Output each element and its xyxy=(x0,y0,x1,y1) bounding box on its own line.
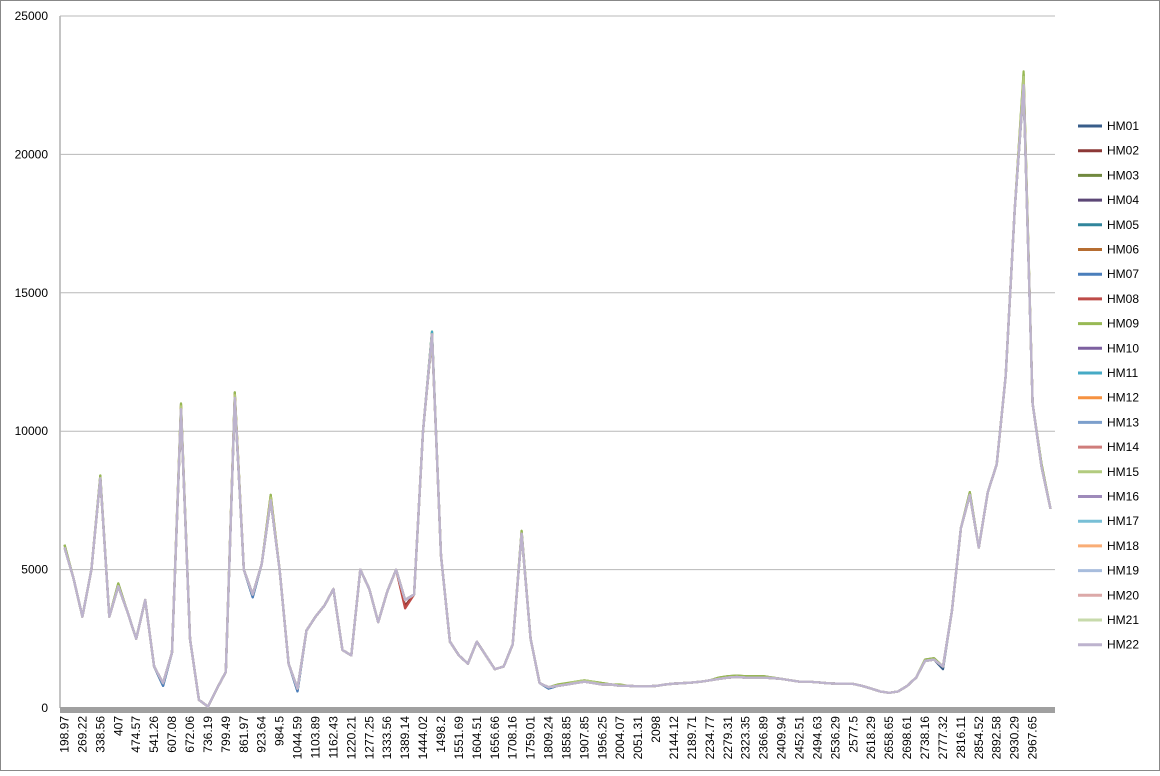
x-tick-label: 984.5 xyxy=(273,716,287,746)
legend-label: HM09 xyxy=(1107,317,1139,331)
legend-label: HM22 xyxy=(1107,638,1139,652)
x-tick-label: 672.06 xyxy=(183,716,197,753)
x-tick-label: 2144.12 xyxy=(667,716,681,760)
legend-label: HM04 xyxy=(1107,193,1139,207)
x-tick-label: 2738.16 xyxy=(918,716,932,760)
y-tick-label: 0 xyxy=(41,701,48,715)
x-tick-label: 861.97 xyxy=(237,716,251,753)
legend-label: HM07 xyxy=(1107,267,1139,281)
series-line xyxy=(63,84,1052,708)
x-tick-label: 2004.07 xyxy=(613,716,627,760)
x-tick-label: 2892.58 xyxy=(990,716,1004,760)
x-tick-label: 2577.5 xyxy=(846,716,860,753)
x-tick-label: 1551.69 xyxy=(452,716,466,760)
x-tick-label: 1858.85 xyxy=(559,716,573,760)
x-tick-label: 1956.25 xyxy=(595,716,609,760)
x-tick-label: 2051.31 xyxy=(631,716,645,760)
y-tick-label: 20000 xyxy=(15,147,49,161)
x-tick-label: 2279.31 xyxy=(721,716,735,760)
legend-label: HM01 xyxy=(1107,119,1139,133)
x-tick-label: 1708.16 xyxy=(506,716,520,760)
legend-label: HM14 xyxy=(1107,440,1139,454)
legend-label: HM20 xyxy=(1107,588,1139,602)
legend-label: HM06 xyxy=(1107,243,1139,257)
x-tick-label: 2409.94 xyxy=(775,716,789,760)
x-tick-label: 1809.24 xyxy=(542,716,556,760)
x-tick-label: 1444.02 xyxy=(416,716,430,760)
y-tick-label: 25000 xyxy=(15,9,49,23)
x-tick-label: 2536.29 xyxy=(828,716,842,760)
legend-label: HM08 xyxy=(1107,292,1139,306)
x-tick-label: 1277.25 xyxy=(362,716,376,760)
x-tick-label: 1103.89 xyxy=(308,716,322,759)
x-tick-label: 2452.51 xyxy=(793,716,807,760)
x-axis-band xyxy=(60,707,1055,713)
legend-label: HM15 xyxy=(1107,465,1139,479)
x-tick-label: 1656.66 xyxy=(488,716,502,760)
legend-label: HM21 xyxy=(1107,613,1139,627)
x-tick-label: 2098 xyxy=(649,716,663,743)
x-tick-label: 2816.11 xyxy=(954,716,968,759)
x-tick-label: 736.19 xyxy=(201,716,215,753)
x-tick-label: 1220.21 xyxy=(344,716,358,760)
y-tick-label: 15000 xyxy=(15,286,49,300)
x-tick-label: 2854.52 xyxy=(972,716,986,760)
legend-label: HM12 xyxy=(1107,391,1139,405)
x-tick-label: 2698.61 xyxy=(900,716,914,760)
x-tick-label: 1498.2 xyxy=(434,716,448,753)
x-tick-label: 2366.89 xyxy=(757,716,771,760)
x-tick-label: 2323.35 xyxy=(739,716,753,760)
x-tick-label: 198.97 xyxy=(57,716,71,753)
legend-label: HM10 xyxy=(1107,341,1139,355)
x-tick-label: 2618.29 xyxy=(864,716,878,760)
x-tick-label: 1604.51 xyxy=(470,716,484,760)
x-tick-label: 1044.59 xyxy=(291,716,305,760)
legend-label: HM11 xyxy=(1107,366,1138,380)
x-tick-label: 2189.71 xyxy=(685,716,699,760)
x-tick-label: 1162.43 xyxy=(326,716,340,759)
x-tick-label: 2967.65 xyxy=(1026,716,1040,760)
x-tick-label: 2658.65 xyxy=(882,716,896,760)
x-tick-label: 338.56 xyxy=(93,716,107,753)
x-tick-label: 607.08 xyxy=(165,716,179,753)
x-tick-label: 407 xyxy=(111,716,125,736)
x-tick-label: 269.22 xyxy=(75,716,89,753)
legend-label: HM18 xyxy=(1107,539,1139,553)
x-tick-label: 1759.01 xyxy=(524,716,538,760)
x-tick-label: 2494.63 xyxy=(810,716,824,760)
legend-label: HM03 xyxy=(1107,168,1139,182)
x-tick-label: 2930.29 xyxy=(1008,716,1022,760)
x-tick-label: 2777.32 xyxy=(936,716,950,760)
x-tick-label: 1333.56 xyxy=(380,716,394,760)
y-tick-label: 10000 xyxy=(15,424,49,438)
x-tick-label: 799.49 xyxy=(219,716,233,753)
legend-label: HM13 xyxy=(1107,415,1139,429)
y-tick-label: 5000 xyxy=(21,563,48,577)
x-tick-label: 923.64 xyxy=(255,716,269,753)
x-tick-label: 1389.14 xyxy=(398,716,412,760)
legend-label: HM16 xyxy=(1107,490,1139,504)
legend-label: HM05 xyxy=(1107,218,1139,232)
x-tick-label: 1907.85 xyxy=(577,716,591,760)
legend-label: HM17 xyxy=(1107,514,1139,528)
x-tick-label: 541.26 xyxy=(147,716,161,753)
x-tick-label: 474.57 xyxy=(129,716,143,753)
x-tick-label: 2234.77 xyxy=(703,716,717,760)
legend-label: HM19 xyxy=(1107,564,1139,578)
legend-label: HM02 xyxy=(1107,144,1139,158)
